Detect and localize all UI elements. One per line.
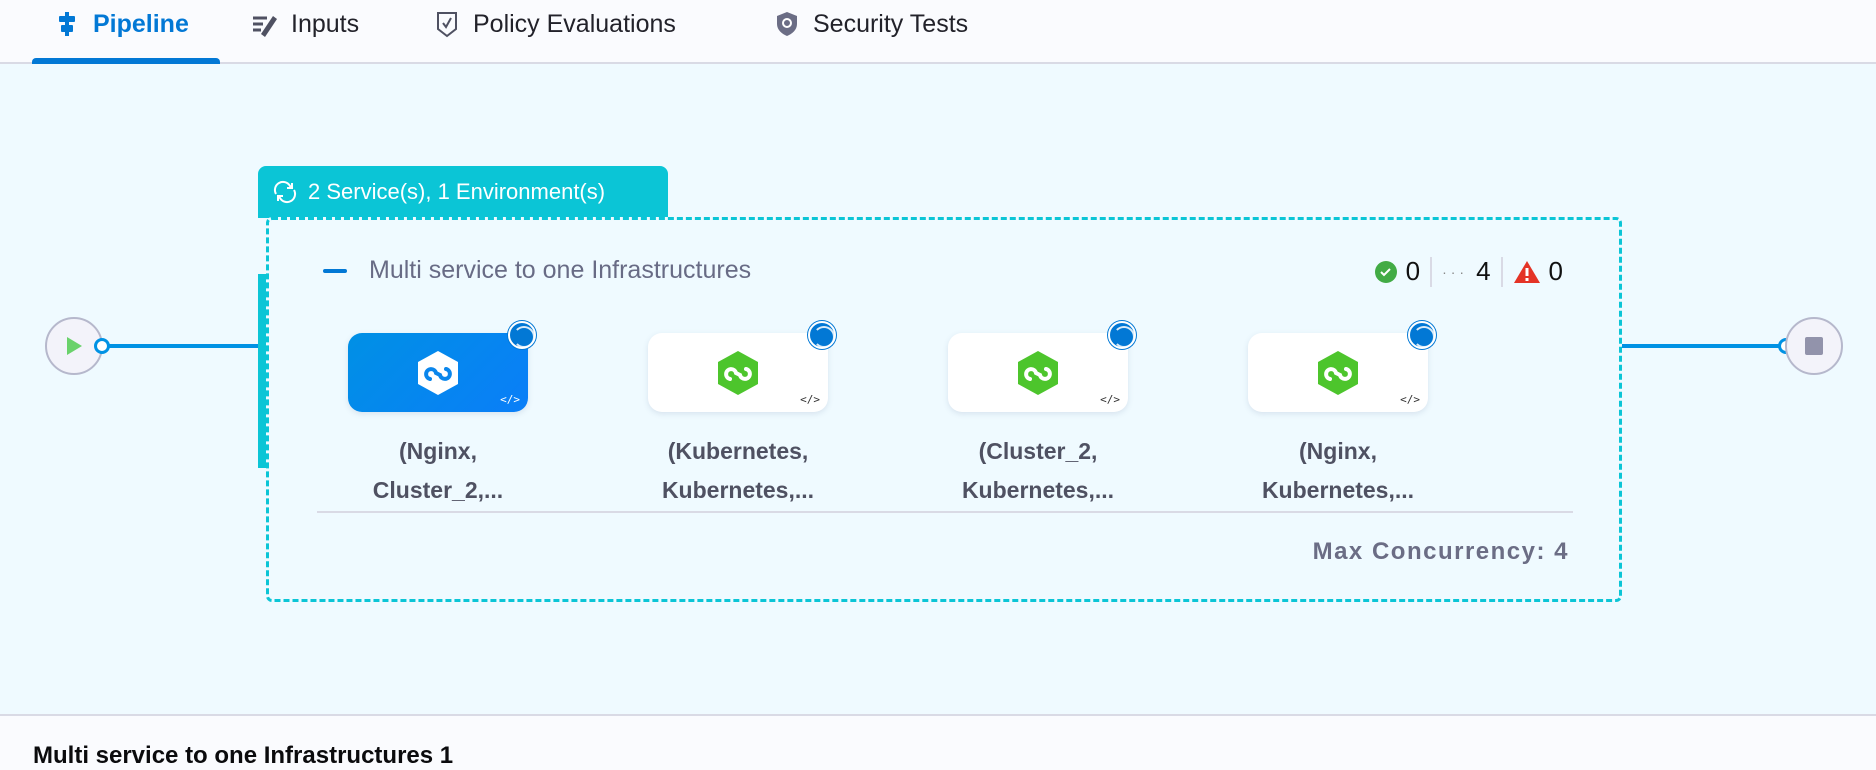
inputs-icon — [253, 16, 277, 37]
code-icon: </> — [1100, 393, 1120, 406]
service-node-label: (Nginx, Kubernetes,... — [1218, 432, 1458, 510]
matrix-group: Multi service to one Infrastructures 0 ·… — [266, 217, 1622, 602]
code-icon: </> — [500, 393, 520, 406]
service-node-label: (Cluster_2, Kubernetes,... — [918, 432, 1158, 510]
group-header[interactable]: 2 Service(s), 1 Environment(s) — [258, 166, 668, 218]
tab-inputs[interactable]: Inputs — [251, 4, 359, 44]
service-node[interactable]: </> — [1248, 321, 1436, 412]
details-title: Multi service to one Infrastructures 1 — [33, 742, 454, 769]
pipeline-canvas: 2 Service(s), 1 Environment(s) Multi ser… — [0, 64, 1876, 716]
running-count: 4 — [1476, 256, 1491, 286]
tab-label: Pipeline — [93, 9, 189, 38]
success-count: 0 — [1405, 256, 1421, 286]
warning-icon — [1513, 260, 1540, 283]
service-node[interactable]: </> — [348, 321, 536, 412]
failed-count: 0 — [1548, 256, 1563, 286]
separator — [1430, 256, 1433, 287]
service-hexagon-icon — [1318, 351, 1358, 395]
service-hexagon-icon — [718, 351, 758, 395]
label-line: (Kubernetes, — [667, 438, 809, 464]
running-dots-icon: ··· — [1442, 263, 1469, 280]
tab-bar: Pipeline Inputs Policy Evaluations Secur… — [0, 0, 1876, 64]
divider — [317, 511, 1573, 513]
label-line: (Nginx, — [1299, 438, 1377, 464]
group-title[interactable]: Multi service to one Infrastructures — [323, 256, 751, 285]
loop-icon — [273, 180, 297, 204]
tab-label: Inputs — [291, 9, 360, 38]
group-title-text: Multi service to one Infrastructures — [369, 256, 752, 284]
label-line: (Nginx, — [399, 438, 477, 464]
service-node[interactable]: </> — [948, 321, 1136, 412]
security-shield-icon — [777, 12, 797, 36]
label-line: Kubernetes,... — [1261, 477, 1415, 503]
running-status-icon — [808, 321, 836, 349]
stop-icon — [1805, 337, 1823, 355]
code-icon: </> — [1400, 393, 1420, 406]
status-counts: 0 ··· 4 0 — [1374, 256, 1563, 287]
tab-label: Security Tests — [813, 9, 969, 38]
connector-line — [100, 344, 260, 348]
label-line: Cluster_2,... — [372, 477, 504, 503]
play-icon — [67, 337, 82, 355]
collapse-icon[interactable] — [323, 268, 347, 273]
label-line: Kubernetes,... — [661, 477, 815, 503]
tab-label: Policy Evaluations — [473, 9, 676, 38]
service-hexagon-icon — [418, 351, 458, 395]
pipeline-icon — [59, 12, 75, 36]
success-check-icon — [1374, 260, 1397, 283]
group-side-bar — [258, 274, 268, 468]
label-line: (Cluster_2, — [978, 438, 1098, 464]
policy-shield-check-icon — [437, 12, 457, 38]
service-node-label: (Kubernetes, Kubernetes,... — [618, 432, 858, 510]
port — [94, 338, 110, 354]
active-tab-indicator — [32, 58, 220, 64]
code-icon: </> — [800, 393, 820, 406]
end-node[interactable] — [1785, 317, 1843, 375]
running-status-icon — [1408, 321, 1436, 349]
service-hexagon-icon — [1018, 351, 1058, 395]
running-status-icon — [1108, 321, 1136, 349]
running-status-icon — [508, 321, 536, 349]
tab-security-tests[interactable]: Security Tests — [773, 4, 968, 44]
tab-pipeline[interactable]: Pipeline — [53, 4, 189, 44]
separator — [1500, 256, 1503, 287]
max-concurrency: Max Concurrency: 4 — [1312, 538, 1569, 565]
service-node-label: (Nginx, Cluster_2,... — [318, 432, 558, 510]
service-node[interactable]: </> — [648, 321, 836, 412]
label-line: Kubernetes,... — [961, 477, 1115, 503]
connector-line — [1622, 344, 1787, 348]
group-header-label: 2 Service(s), 1 Environment(s) — [308, 179, 606, 204]
tab-policy-evaluations[interactable]: Policy Evaluations — [433, 4, 676, 44]
